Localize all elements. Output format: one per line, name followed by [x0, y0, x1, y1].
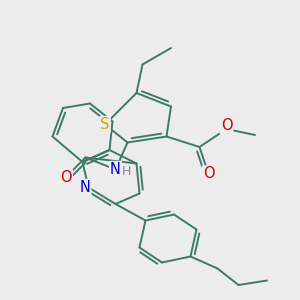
Text: O: O: [203, 167, 214, 182]
Text: O: O: [60, 169, 72, 184]
Text: N: N: [80, 180, 90, 195]
Text: S: S: [100, 117, 110, 132]
Text: H: H: [121, 165, 131, 178]
Text: N: N: [110, 162, 121, 177]
Text: O: O: [221, 118, 232, 133]
